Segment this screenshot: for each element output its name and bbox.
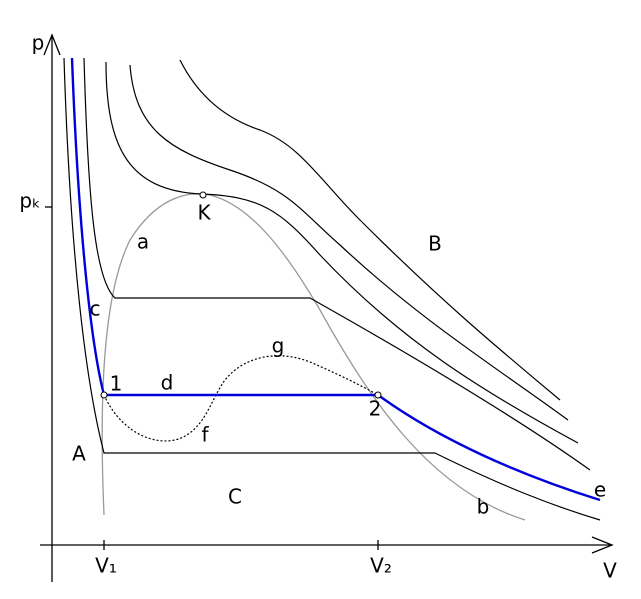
point-label: 2 — [369, 397, 382, 421]
curve-label: a — [137, 230, 149, 254]
curve-label: c — [90, 297, 101, 321]
curve-label: d — [161, 371, 174, 395]
region-label: B — [428, 232, 442, 256]
isotherm — [63, 57, 601, 521]
y-label: p — [32, 31, 45, 55]
highlight-isotherm — [70, 57, 601, 502]
x-mark: V₂ — [370, 554, 392, 578]
isotherm — [83, 57, 591, 471]
isotherm — [179, 59, 561, 401]
curve-label: g — [272, 334, 285, 358]
x-label: V — [603, 559, 617, 583]
region-label: A — [72, 442, 86, 466]
axes — [40, 33, 614, 582]
point-label: 1 — [110, 372, 123, 396]
curve-label: f — [201, 423, 209, 447]
curve-label: b — [477, 495, 490, 519]
curve-label: e — [594, 478, 606, 502]
x-mark: V₁ — [95, 554, 117, 578]
region-label: C — [228, 485, 242, 509]
critical-isotherm — [105, 61, 579, 444]
isotherm — [129, 64, 569, 421]
points — [100, 191, 382, 399]
y-mark: pₖ — [19, 189, 40, 213]
point-label: K — [197, 201, 211, 225]
binodal — [101, 193, 526, 521]
van-der-waals-loop — [103, 355, 379, 442]
